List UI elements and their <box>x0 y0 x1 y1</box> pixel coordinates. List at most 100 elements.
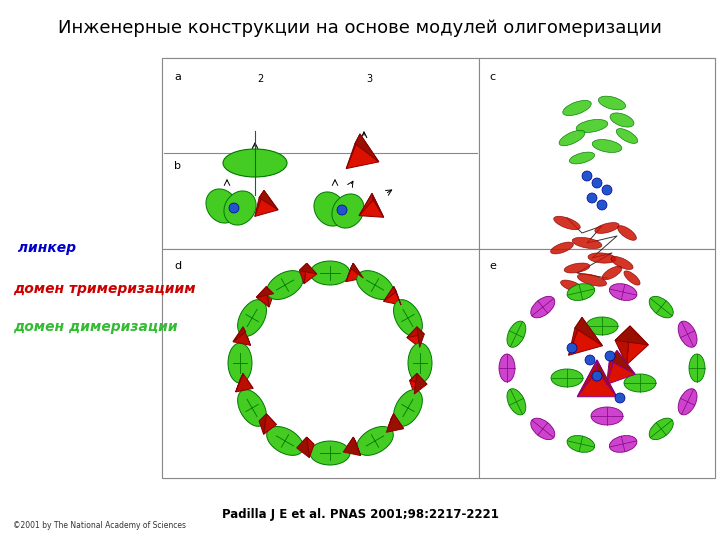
Polygon shape <box>387 414 394 433</box>
Bar <box>162 58 715 478</box>
Ellipse shape <box>609 436 637 453</box>
Ellipse shape <box>507 389 526 415</box>
Polygon shape <box>256 287 269 307</box>
Polygon shape <box>569 318 582 355</box>
Ellipse shape <box>394 390 423 427</box>
Polygon shape <box>569 318 603 355</box>
Text: Padilla J E et al. PNAS 2001;98:2217-2221: Padilla J E et al. PNAS 2001;98:2217-222… <box>222 508 498 521</box>
Ellipse shape <box>595 222 619 233</box>
Circle shape <box>582 171 592 181</box>
Polygon shape <box>626 326 648 365</box>
Text: d: d <box>174 261 181 271</box>
Polygon shape <box>609 350 635 374</box>
Ellipse shape <box>564 263 590 273</box>
Polygon shape <box>346 134 360 168</box>
Polygon shape <box>606 350 635 384</box>
Ellipse shape <box>238 300 266 336</box>
Polygon shape <box>297 437 314 448</box>
Polygon shape <box>384 287 401 305</box>
Ellipse shape <box>314 192 346 226</box>
Ellipse shape <box>678 321 697 347</box>
Ellipse shape <box>507 321 526 347</box>
Bar <box>479 58 715 249</box>
Polygon shape <box>615 326 630 365</box>
Ellipse shape <box>572 238 602 248</box>
Ellipse shape <box>559 130 585 146</box>
Polygon shape <box>235 374 243 392</box>
Polygon shape <box>266 287 274 307</box>
Polygon shape <box>372 193 384 217</box>
Ellipse shape <box>567 436 595 453</box>
Polygon shape <box>391 414 404 429</box>
Polygon shape <box>410 374 417 394</box>
Ellipse shape <box>228 343 252 383</box>
Ellipse shape <box>591 407 623 425</box>
Circle shape <box>615 393 625 403</box>
Polygon shape <box>346 134 379 168</box>
Ellipse shape <box>609 284 637 300</box>
Text: 3: 3 <box>366 74 372 84</box>
Ellipse shape <box>238 390 266 427</box>
Polygon shape <box>304 264 317 284</box>
Text: c: c <box>489 72 495 82</box>
Ellipse shape <box>394 300 423 336</box>
Ellipse shape <box>531 296 555 318</box>
Circle shape <box>587 193 597 203</box>
Polygon shape <box>575 318 603 346</box>
Polygon shape <box>259 191 278 210</box>
Ellipse shape <box>689 354 705 382</box>
Polygon shape <box>407 327 424 338</box>
Polygon shape <box>300 264 307 284</box>
Ellipse shape <box>561 280 583 292</box>
Polygon shape <box>343 437 356 452</box>
Ellipse shape <box>356 271 393 300</box>
Polygon shape <box>597 360 617 397</box>
Polygon shape <box>606 350 617 384</box>
Polygon shape <box>233 327 246 342</box>
Text: домен димеризации: домен димеризации <box>13 320 178 334</box>
Polygon shape <box>351 264 364 278</box>
Bar <box>162 249 479 478</box>
Ellipse shape <box>266 271 303 300</box>
Circle shape <box>605 351 615 361</box>
Polygon shape <box>346 264 364 282</box>
Ellipse shape <box>598 96 626 110</box>
Ellipse shape <box>567 284 595 300</box>
Text: линкер: линкер <box>13 241 76 255</box>
Polygon shape <box>264 414 276 434</box>
Ellipse shape <box>224 191 256 225</box>
Text: a: a <box>174 72 181 82</box>
Polygon shape <box>297 437 310 458</box>
Ellipse shape <box>266 427 303 455</box>
Ellipse shape <box>618 226 636 240</box>
Polygon shape <box>577 360 597 397</box>
Ellipse shape <box>624 271 640 285</box>
Circle shape <box>585 355 595 365</box>
Ellipse shape <box>356 427 393 455</box>
Polygon shape <box>233 327 251 346</box>
Ellipse shape <box>499 354 515 382</box>
Ellipse shape <box>592 139 622 152</box>
Text: 2: 2 <box>257 74 264 84</box>
Polygon shape <box>384 287 396 301</box>
Ellipse shape <box>310 441 350 465</box>
Polygon shape <box>307 437 314 458</box>
Circle shape <box>337 205 347 215</box>
Polygon shape <box>359 193 384 217</box>
Ellipse shape <box>624 374 656 392</box>
Text: b: b <box>174 161 181 171</box>
Polygon shape <box>407 327 420 347</box>
Polygon shape <box>577 360 617 397</box>
Polygon shape <box>387 414 404 433</box>
Circle shape <box>602 185 612 195</box>
Ellipse shape <box>223 149 287 177</box>
Ellipse shape <box>206 189 238 223</box>
Polygon shape <box>300 264 317 274</box>
Ellipse shape <box>531 418 555 440</box>
Ellipse shape <box>576 119 608 132</box>
Polygon shape <box>394 287 401 305</box>
Polygon shape <box>240 374 253 388</box>
Circle shape <box>229 203 239 213</box>
Ellipse shape <box>551 242 573 254</box>
Ellipse shape <box>551 369 583 387</box>
